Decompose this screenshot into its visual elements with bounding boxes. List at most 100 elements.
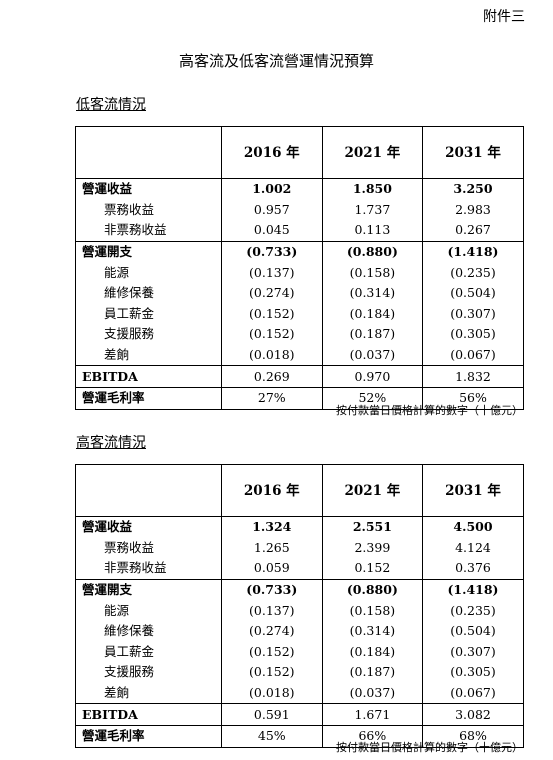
- row-label: 非票務收益: [75, 558, 222, 580]
- table-row: 差餉 (0.018) (0.037) (0.067): [75, 682, 524, 704]
- value-cell: 3.250: [422, 178, 524, 200]
- row-label: 能源: [75, 262, 222, 283]
- table-row: 支援服務 (0.152) (0.187) (0.305): [75, 324, 524, 345]
- value-cell: (0.305): [422, 662, 524, 683]
- table-row: 能源 (0.137) (0.158) (0.235): [75, 262, 524, 283]
- table-header-row: 2016 年 2021 年 2031 年: [75, 464, 524, 517]
- value-cell: (0.274): [221, 282, 323, 304]
- table-row: 非票務收益 0.045 0.113 0.267: [75, 220, 524, 242]
- value-cell: 3.082: [422, 703, 524, 726]
- value-cell: 1.737: [321, 199, 424, 221]
- value-cell: (0.307): [422, 641, 524, 663]
- value-cell: 56%: [422, 387, 524, 410]
- row-label: 維修保養: [75, 282, 222, 304]
- value-cell: 68%: [422, 725, 524, 748]
- value-cell: (0.137): [221, 262, 323, 283]
- row-label: 維修保養: [75, 620, 222, 642]
- value-cell: (0.880): [321, 240, 424, 263]
- value-cell: (0.152): [221, 324, 323, 345]
- value-cell: (0.158): [321, 600, 424, 621]
- value-cell: (0.018): [221, 682, 323, 704]
- value-cell: (0.274): [221, 620, 323, 642]
- value-cell: (0.504): [422, 282, 524, 304]
- value-cell: 52%: [321, 387, 424, 410]
- page-title: 高客流及低客流營運情況預算: [178, 52, 374, 70]
- unit-note: 按付款當日價格計算的數字（十億元）: [336, 404, 523, 417]
- unit-note: 按付款當日價格計算的數字（十億元）: [336, 741, 523, 754]
- row-label: 營運收益: [75, 516, 222, 538]
- table-row: 票務收益 1.265 2.399 4.124: [75, 537, 524, 559]
- table-row: 員工薪金 (0.152) (0.184) (0.307): [75, 303, 524, 325]
- table-row: 票務收益 0.957 1.737 2.983: [75, 199, 524, 221]
- header-blank-cell: [75, 464, 222, 517]
- value-cell: (0.504): [422, 620, 524, 642]
- table-header-row: 2016 年 2021 年 2031 年: [75, 126, 524, 179]
- value-cell: (0.067): [422, 344, 524, 366]
- row-label: 差餉: [75, 682, 222, 704]
- value-cell: (0.137): [221, 600, 323, 621]
- table-row: EBITDA 0.591 1.671 3.082: [75, 703, 524, 726]
- value-cell: 4.500: [422, 516, 524, 538]
- header-year: 2016 年: [221, 464, 323, 517]
- value-cell: 2.551: [321, 516, 424, 538]
- table-row: 維修保養 (0.274) (0.314) (0.504): [75, 620, 524, 642]
- value-cell: (0.037): [321, 682, 424, 704]
- table-row: 維修保養 (0.274) (0.314) (0.504): [75, 282, 524, 304]
- row-label: 營運收益: [75, 178, 222, 200]
- value-cell: 45%: [221, 725, 323, 748]
- value-cell: (0.152): [221, 303, 323, 325]
- header-year: 2031 年: [422, 464, 524, 517]
- row-label: 支援服務: [75, 324, 222, 345]
- value-cell: 1.850: [321, 178, 424, 200]
- value-cell: 2.399: [321, 537, 424, 559]
- value-cell: (0.158): [321, 262, 424, 283]
- value-cell: 0.152: [321, 558, 424, 580]
- row-label: 票務收益: [75, 199, 222, 221]
- value-cell: (0.305): [422, 324, 524, 345]
- table-row: 營運開支 (0.733) (0.880) (1.418): [75, 578, 524, 601]
- row-label: 營運毛利率: [75, 725, 222, 748]
- value-cell: (0.880): [321, 578, 424, 601]
- value-cell: 27%: [221, 387, 323, 410]
- value-cell: 0.970: [321, 365, 424, 388]
- value-cell: (0.314): [321, 620, 424, 642]
- value-cell: 0.376: [422, 558, 524, 580]
- value-cell: 1.671: [321, 703, 424, 726]
- value-cell: (0.184): [321, 303, 424, 325]
- value-cell: (1.418): [422, 578, 524, 601]
- row-label: 員工薪金: [75, 303, 222, 325]
- value-cell: 2.983: [422, 199, 524, 221]
- value-cell: 1.002: [221, 178, 323, 200]
- row-label: 支援服務: [75, 662, 222, 683]
- value-cell: 0.267: [422, 220, 524, 242]
- value-cell: 0.045: [221, 220, 323, 242]
- section-title-high: 高客流情況: [76, 435, 146, 451]
- row-label: 能源: [75, 600, 222, 621]
- row-label: 營運毛利率: [75, 387, 222, 410]
- value-cell: (0.187): [321, 324, 424, 345]
- value-cell: (0.187): [321, 662, 424, 683]
- table-row: 營運毛利率 27% 52% 56%: [75, 387, 524, 410]
- high-scenario-table: 2016 年 2021 年 2031 年 營運收益 1.324 2.551 4.500…: [75, 464, 524, 748]
- header-year: 2021 年: [321, 464, 424, 517]
- table-row: 差餉 (0.018) (0.037) (0.067): [75, 344, 524, 366]
- row-label: EBITDA: [75, 365, 222, 388]
- value-cell: (0.152): [221, 641, 323, 663]
- header-blank-cell: [75, 126, 222, 179]
- value-cell: 0.591: [221, 703, 323, 726]
- value-cell: (0.314): [321, 282, 424, 304]
- table-row: 支援服務 (0.152) (0.187) (0.305): [75, 662, 524, 683]
- value-cell: 0.059: [221, 558, 323, 580]
- table-row: 營運收益 1.002 1.850 3.250: [75, 178, 524, 200]
- row-label: 非票務收益: [75, 220, 222, 242]
- value-cell: (0.184): [321, 641, 424, 663]
- annex-label: 附件三: [483, 9, 525, 25]
- table-row: EBITDA 0.269 0.970 1.832: [75, 365, 524, 388]
- row-label: 票務收益: [75, 537, 222, 559]
- value-cell: (0.018): [221, 344, 323, 366]
- row-label: 營運開支: [75, 578, 222, 601]
- section-title-low: 低客流情況: [76, 97, 146, 113]
- value-cell: (1.418): [422, 240, 524, 263]
- value-cell: (0.307): [422, 303, 524, 325]
- table-row: 營運收益 1.324 2.551 4.500: [75, 516, 524, 538]
